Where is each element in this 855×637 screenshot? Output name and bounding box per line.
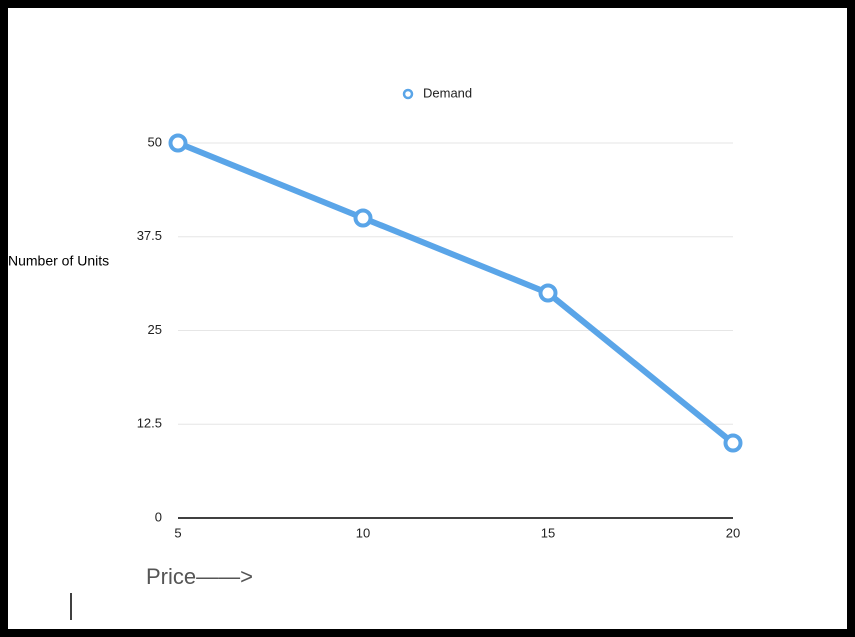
x-tick-label: 5 [174,525,181,540]
y-axis-label: Number of Units [8,253,109,269]
x-tick-label: 15 [541,525,555,540]
legend-label: Demand [423,85,472,100]
legend-marker [402,88,414,100]
x-tick-label: 10 [356,525,370,540]
x-tick-label: 20 [726,525,740,540]
x-axis-label: Price——> [146,564,253,589]
y-tick-label: 37.5 [137,228,162,243]
point [168,133,188,153]
y-tick-label: 12.5 [137,416,162,431]
point [353,208,373,228]
line [176,140,735,446]
y-tick-label: 25 [148,322,162,337]
point [723,433,743,453]
y-tick-label: 50 [148,134,162,149]
point [538,283,558,303]
y-tick-label: 0 [155,509,162,524]
